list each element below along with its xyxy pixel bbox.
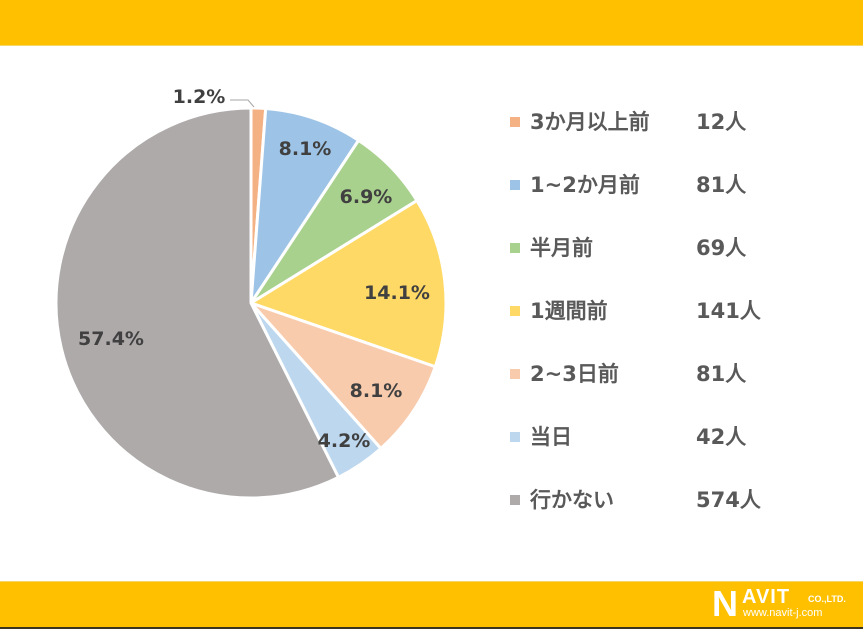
legend-swatch xyxy=(510,180,520,190)
slice-percent-label: 8.1% xyxy=(279,138,332,160)
legend-count: 69人 xyxy=(696,236,747,260)
logo-initial: N xyxy=(712,583,738,624)
legend-swatch xyxy=(510,432,520,442)
legend-item: 当日 42人 xyxy=(510,419,810,482)
legend-label: 当日 xyxy=(530,425,572,449)
legend-label: 行かない xyxy=(530,488,614,512)
legend-item: 2~3日前 81人 xyxy=(510,356,810,419)
logo-suffix: CO.,LTD. xyxy=(808,594,846,604)
legend-swatch xyxy=(510,369,520,379)
legend-count: 574人 xyxy=(696,488,761,512)
company-logo: N AVIT CO.,LTD. www.navit-j.com xyxy=(712,584,862,624)
legend-item: 半月前 69人 xyxy=(510,230,810,293)
legend-item: 3か月以上前 12人 xyxy=(510,104,810,167)
legend-item: 1週間前 141人 xyxy=(510,293,810,356)
legend-label: 1~2か月前 xyxy=(530,173,640,197)
pie-slice xyxy=(246,299,438,451)
logo-name: AVIT xyxy=(742,586,791,608)
legend-swatch xyxy=(510,243,520,253)
slice-percent-label: 6.9% xyxy=(340,186,393,208)
slice-percent-label: 14.1% xyxy=(364,282,430,304)
legend-count: 12人 xyxy=(696,110,747,134)
slice-percent-label: 8.1% xyxy=(350,380,403,402)
logo-url: www.navit-j.com xyxy=(743,607,823,619)
legend-count: 81人 xyxy=(696,173,747,197)
chart-legend: 3か月以上前 12人 1~2か月前 81人 半月前 69人 1週間前 141人 … xyxy=(510,104,810,545)
slice-percent-label: 57.4% xyxy=(78,328,144,350)
legend-swatch xyxy=(510,495,520,505)
leader-line xyxy=(230,99,255,108)
legend-label: 3か月以上前 xyxy=(530,110,650,134)
legend-label: 半月前 xyxy=(530,236,593,260)
legend-count: 42人 xyxy=(696,425,747,449)
pie-slice xyxy=(54,106,341,500)
legend-item: 行かない 574人 xyxy=(510,482,810,545)
pie-slice xyxy=(249,106,361,309)
pie-slice xyxy=(247,198,448,369)
legend-label: 1週間前 xyxy=(530,299,608,323)
top-banner xyxy=(0,0,863,46)
legend-swatch xyxy=(510,306,520,316)
slice-percent-label: 1.2% xyxy=(173,86,226,108)
legend-count: 81人 xyxy=(696,362,747,386)
legend-label: 2~3日前 xyxy=(530,362,619,386)
slice-percent-label: 4.2% xyxy=(318,430,371,452)
legend-count: 141人 xyxy=(696,299,761,323)
legend-swatch xyxy=(510,117,520,127)
legend-item: 1~2か月前 81人 xyxy=(510,167,810,230)
